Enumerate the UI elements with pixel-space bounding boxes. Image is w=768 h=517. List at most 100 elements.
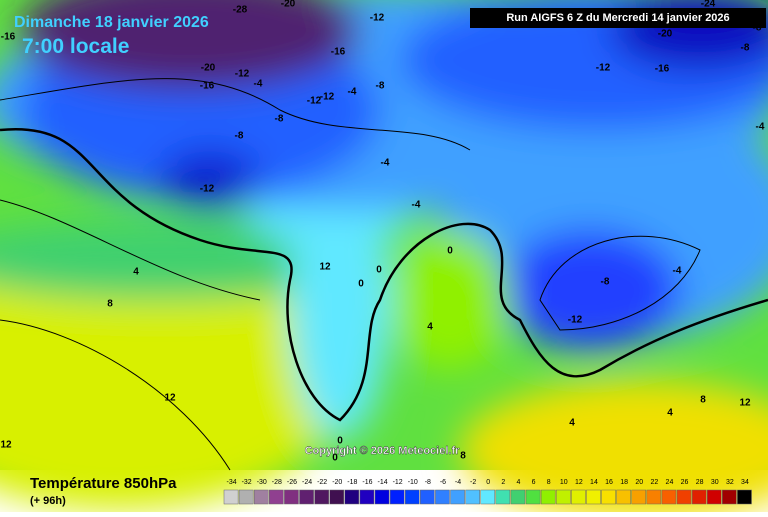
legend-label: -4 <box>455 479 461 486</box>
contour-label: -16 <box>1 32 16 43</box>
contour-label: -4 <box>254 79 263 90</box>
legend-swatch <box>571 489 586 505</box>
contour-label: 12 <box>0 440 12 451</box>
legend-label: -14 <box>377 479 387 486</box>
contour-label: -8 <box>601 277 610 288</box>
contour-label: -8 <box>376 81 385 92</box>
legend-swatch <box>601 489 616 505</box>
legend-label: 34 <box>741 479 749 486</box>
contour-label: 8 <box>107 299 113 310</box>
legend-label: 24 <box>666 479 674 486</box>
legend-label: -22 <box>317 479 327 486</box>
legend-label: 32 <box>726 479 734 486</box>
contour-label: -16 <box>655 64 670 75</box>
legend-label: 18 <box>620 479 628 486</box>
legend-swatch <box>238 489 254 505</box>
contour-label: -4 <box>348 87 357 98</box>
legend-label: 8 <box>547 479 551 486</box>
contour-label: 12 <box>164 393 176 404</box>
contour-label: -12 <box>235 69 250 80</box>
legend-swatch <box>480 489 496 505</box>
legend-swatch <box>389 489 405 505</box>
legend-swatch <box>661 489 677 505</box>
legend-label: -26 <box>287 479 297 486</box>
legend-swatch <box>691 489 707 505</box>
legend-swatch <box>420 489 435 505</box>
legend-swatch <box>450 489 465 505</box>
legend-swatch <box>404 489 420 505</box>
contour-label: 8 <box>460 451 466 462</box>
contour-label: 8 <box>700 395 706 406</box>
legend-label: -2 <box>470 479 476 486</box>
legend-swatch <box>344 489 360 505</box>
legend-label: 22 <box>650 479 658 486</box>
contour-label: 0 <box>332 453 338 464</box>
contour-label: 12 <box>319 262 331 273</box>
run-box <box>470 8 766 28</box>
contour-label: -4 <box>412 200 421 211</box>
legend-swatch <box>495 489 511 505</box>
legend-label: -28 <box>272 479 282 486</box>
contour-label: -12 <box>370 13 385 24</box>
legend-swatch <box>284 489 299 505</box>
contour-label: 12 <box>739 398 751 409</box>
legend-swatch <box>269 489 284 505</box>
contour-label: -24 <box>701 0 716 10</box>
legend-label: 0 <box>486 479 490 486</box>
color-legend: -34 -32 -30 -28 -26 -24 -22 -20 -18 -16 -14 -12 -10-… <box>223 479 752 505</box>
copyright: Copyright © 2026 Meteociel.fr <box>305 445 461 457</box>
legend-swatch <box>676 489 692 505</box>
legend-label: -12 <box>393 479 403 486</box>
contour-label: 0 <box>358 279 364 290</box>
legend-swatch <box>586 489 601 505</box>
legend-swatch <box>737 489 752 505</box>
legend-label: 12 <box>575 479 583 486</box>
legend-swatch <box>631 489 647 505</box>
legend-label: -32 <box>242 479 252 486</box>
contour-label: -8 <box>235 131 244 142</box>
legend-swatch <box>314 489 329 505</box>
contour-label: -20 <box>281 0 296 10</box>
legend-label: 30 <box>711 479 719 486</box>
legend-swatch <box>465 489 480 505</box>
contour-label: -20 <box>201 63 216 74</box>
contour-label: -4 <box>381 158 390 169</box>
legend-swatch <box>525 489 541 505</box>
contour-label: 0 <box>376 265 382 276</box>
legend-swatch <box>223 489 239 505</box>
legend-label: -34 <box>226 479 236 486</box>
contour-label: -12 <box>320 92 335 103</box>
legend-label: 16 <box>605 479 613 486</box>
contour-label: -8 <box>275 114 284 125</box>
legend-label: -18 <box>347 479 357 486</box>
legend-swatch <box>555 489 571 505</box>
legend-label: 28 <box>696 479 704 486</box>
legend-label: 4 <box>516 479 520 486</box>
contour-label: -16 <box>200 81 215 92</box>
contour-label: -16 <box>331 47 346 58</box>
legend-label: 26 <box>681 479 689 486</box>
contour-label: 0 <box>337 436 343 447</box>
contour-label: -12 <box>596 63 611 74</box>
contour-label: 4 <box>569 418 575 429</box>
lead-time: (+ 96h) <box>30 495 66 507</box>
legend-swatch <box>722 489 737 505</box>
legend-label: -16 <box>362 479 372 486</box>
legend-label: 10 <box>560 479 568 486</box>
legend-label: 6 <box>532 479 536 486</box>
legend-swatch <box>435 489 450 505</box>
time-label: 7:00 locale <box>22 35 129 58</box>
contours <box>0 78 768 471</box>
date-label: Dimanche 18 janvier 2026 <box>14 14 209 31</box>
legend-swatch <box>329 489 345 505</box>
legend-swatch <box>359 489 375 505</box>
contour-label: 4 <box>133 267 139 278</box>
legend-label: -8 <box>425 479 431 486</box>
contour-label: 4 <box>667 408 673 419</box>
run-label: Run AIGFS 6 Z du Mercredi 14 janvier 202… <box>506 12 729 24</box>
legend-label: 20 <box>635 479 643 486</box>
legend-label: -6 <box>440 479 446 486</box>
